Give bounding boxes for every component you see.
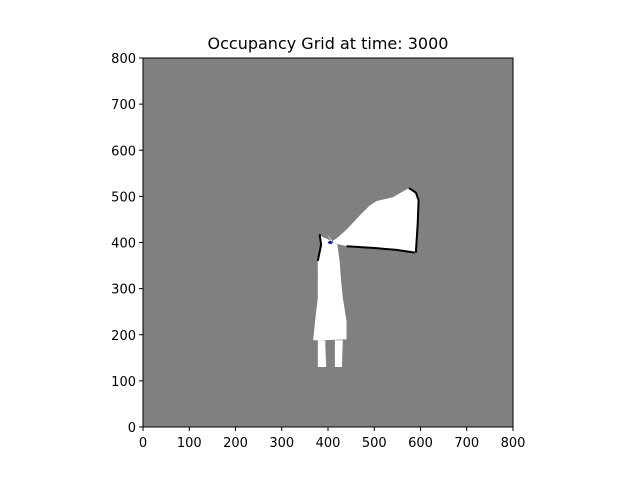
occupied-corridor-left-wall bbox=[316, 234, 323, 262]
y-tick-label: 500 bbox=[111, 190, 136, 205]
x-tick-label: 200 bbox=[223, 436, 248, 451]
x-tick-label: 300 bbox=[269, 436, 294, 451]
free-region-corridor-region bbox=[313, 234, 347, 341]
y-tick-label: 300 bbox=[111, 283, 136, 298]
robot-marker bbox=[327, 241, 333, 244]
free-region-right-leg bbox=[334, 340, 343, 367]
x-tick-label: 400 bbox=[316, 436, 341, 451]
free-region-left-leg bbox=[317, 340, 327, 367]
y-tick-label: 800 bbox=[111, 52, 136, 67]
y-axis: 0 100 200 300 400 500 600 700 800 bbox=[111, 52, 143, 436]
robot-layer bbox=[327, 241, 333, 244]
y-tick-label: 100 bbox=[111, 375, 136, 390]
free-region-fan-region bbox=[327, 188, 420, 253]
x-tick-label: 600 bbox=[408, 436, 433, 451]
y-tick-label: 600 bbox=[111, 144, 136, 159]
x-tick-label: 100 bbox=[177, 436, 202, 451]
y-tick-label: 400 bbox=[111, 237, 136, 252]
x-tick-label: 700 bbox=[454, 436, 479, 451]
x-tick-label: 0 bbox=[139, 436, 147, 451]
y-tick-label: 200 bbox=[111, 329, 136, 344]
occupied-fan-bottom-edge bbox=[346, 245, 416, 254]
occupied-fan-right-wall bbox=[408, 187, 420, 253]
y-tick-label: 0 bbox=[128, 421, 136, 436]
free-space-layer bbox=[313, 188, 420, 367]
x-tick-label: 500 bbox=[362, 436, 387, 451]
plot-area bbox=[142, 57, 514, 428]
y-tick-label: 700 bbox=[111, 98, 136, 113]
x-tick-label: 800 bbox=[501, 436, 526, 451]
x-axis: 0 100 200 300 400 500 600 700 800 bbox=[139, 427, 526, 451]
chart-title: Occupancy Grid at time: 3000 bbox=[208, 34, 449, 53]
occupied-cells-layer bbox=[316, 187, 420, 262]
